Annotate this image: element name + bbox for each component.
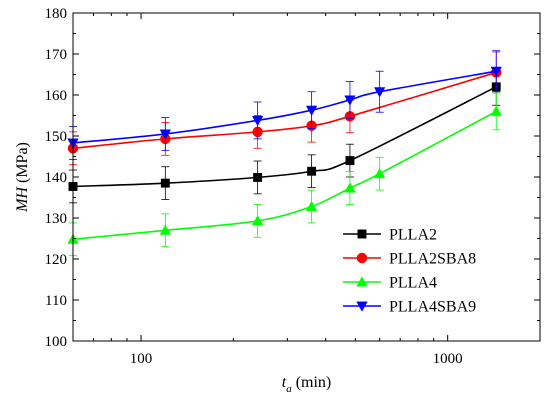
y-axis-title-main: MH: [14, 186, 31, 213]
x-axis-title: ta (min): [282, 374, 332, 395]
square-marker: [253, 172, 263, 182]
plot-frame: [72, 12, 541, 342]
x-tick-labels: 100 1000: [130, 351, 463, 367]
series-plla2sba8: [67, 51, 502, 166]
plot-area: [67, 50, 502, 257]
legend-item: PLLA4: [343, 275, 437, 292]
square-marker: [160, 178, 170, 188]
y-axis-title-unit: (MPa): [14, 142, 31, 187]
series-line: [72, 70, 497, 144]
series-plla4: [67, 92, 502, 257]
y-tick-label: 170: [45, 47, 68, 63]
series-plla4sba9: [67, 50, 502, 160]
legend-label: PLLA2SBA8: [389, 251, 476, 268]
series-plla2: [68, 67, 501, 204]
y-tick-label: 160: [45, 88, 68, 104]
legend-item: PLLA2: [343, 227, 437, 244]
triangle-up-marker: [251, 215, 264, 226]
series-line: [72, 86, 497, 188]
axis-ticks: [72, 12, 541, 342]
legend-label: PLLA2: [389, 227, 437, 244]
y-tick-labels: 100 110 120 130 140 150 160 170 180: [45, 6, 68, 350]
triangle-down-marker: [305, 105, 318, 116]
triangle-down-marker: [490, 66, 502, 77]
square-marker: [307, 166, 317, 176]
triangle-up-marker: [305, 200, 318, 211]
y-tick-label: 120: [45, 252, 68, 268]
triangle-down-marker: [373, 87, 386, 98]
y-tick-label: 130: [45, 211, 68, 227]
y-axis-title: MH (MPa): [14, 142, 31, 213]
legend-label: PLLA4SBA9: [389, 299, 476, 316]
y-tick-label: 110: [45, 293, 67, 309]
x-tick-label: 1000: [433, 351, 463, 367]
legend-item: PLLA4SBA9: [343, 299, 476, 316]
legend: PLLA2 PLLA2SBA8 PLLA4 PLLA4SBA9: [343, 227, 476, 316]
x-axis-title-main: t: [282, 374, 287, 391]
square-marker: [357, 229, 367, 239]
legend-label: PLLA4: [389, 275, 437, 292]
legend-item: PLLA2SBA8: [343, 251, 476, 268]
square-marker: [345, 156, 355, 166]
triangle-down-marker: [344, 95, 356, 106]
triangle-down-marker: [159, 129, 171, 140]
y-tick-label: 180: [45, 6, 68, 22]
circle-marker: [356, 252, 368, 264]
triangle-up-marker: [373, 167, 386, 179]
triangle-down-marker: [251, 115, 264, 127]
y-tick-label: 100: [45, 334, 68, 350]
x-axis-title-unit: (min): [292, 374, 332, 391]
triangle-up-marker: [344, 182, 356, 193]
y-tick-label: 140: [45, 170, 68, 186]
triangle-down-marker: [356, 301, 368, 312]
x-tick-label: 100: [130, 351, 153, 367]
triangle-up-marker: [159, 224, 171, 235]
x-axis-title-subscript: a: [286, 383, 292, 395]
series-line: [72, 71, 497, 150]
triangle-up-marker: [490, 105, 502, 116]
y-tick-label: 150: [45, 129, 68, 145]
triangle-up-marker: [356, 276, 368, 287]
